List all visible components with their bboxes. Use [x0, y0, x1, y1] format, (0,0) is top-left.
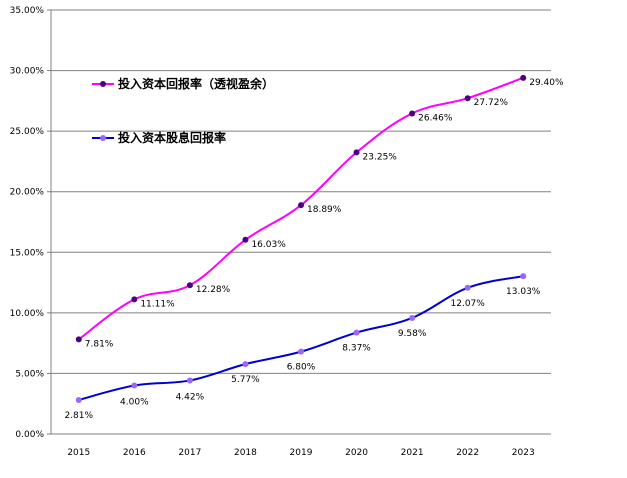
data-point	[131, 382, 138, 389]
data-point	[464, 284, 471, 291]
data-point	[409, 314, 416, 321]
data-point	[242, 236, 249, 243]
x-tick-label: 2019	[290, 448, 313, 458]
data-label: 11.11%	[140, 299, 175, 309]
data-label: 9.58%	[398, 329, 427, 339]
x-tick-label: 2016	[123, 448, 146, 458]
x-tick-label: 2017	[178, 448, 201, 458]
data-point	[353, 149, 360, 156]
data-label: 23.25%	[363, 152, 398, 162]
y-tick-label: 5.00%	[15, 369, 44, 379]
data-label: 26.46%	[418, 113, 453, 123]
data-point	[298, 348, 304, 355]
gridlines	[51, 9, 551, 374]
legend-swatch-marker	[100, 81, 106, 87]
data-point	[131, 296, 138, 303]
y-tick-label: 35.00%	[10, 6, 45, 16]
y-tick-label: 20.00%	[10, 188, 45, 198]
data-label: 5.77%	[231, 375, 260, 385]
x-tick-label: 2023	[512, 448, 535, 458]
legend-label-series-2: 投入资本股息回报率	[118, 130, 226, 145]
y-axis-ticks: 0.00% 5.00% 10.00% 15.00% 20.00% 25.00% 30.00%…	[10, 6, 51, 440]
data-point	[298, 202, 304, 209]
data-point	[186, 282, 193, 289]
legend-swatch-marker	[100, 135, 106, 141]
data-point	[75, 336, 82, 343]
x-tick-label: 2022	[456, 448, 479, 458]
x-tick-label: 2020	[345, 448, 368, 458]
x-tick-label: 2018	[234, 448, 257, 458]
y-tick-label: 30.00%	[10, 67, 45, 77]
x-axis-ticks: 2015 2016 2017 2018 2019 2020 2021 2022 2023	[67, 448, 534, 458]
x-tick-label: 2021	[401, 448, 424, 458]
data-label: 18.89%	[307, 205, 342, 215]
y-tick-label: 15.00%	[10, 248, 45, 258]
data-label: 12.07%	[451, 299, 486, 309]
data-label: 6.80%	[287, 363, 316, 373]
data-label: 7.81%	[85, 339, 114, 349]
data-point	[353, 329, 360, 336]
series-markers	[75, 74, 527, 403]
legend-entry-series-2: 投入资本股息回报率	[92, 130, 226, 145]
legend-entry-series-1: 投入资本回报率（透视盈余）	[92, 76, 274, 91]
data-label: 27.72%	[474, 98, 509, 108]
data-label: 16.03%	[251, 240, 286, 250]
data-point	[520, 74, 527, 81]
data-label: 4.00%	[120, 398, 149, 408]
y-tick-label: 10.00%	[10, 309, 45, 319]
data-label: 13.03%	[506, 287, 541, 297]
data-label: 29.40%	[529, 78, 564, 88]
legend: 投入资本回报率（透视盈余） 投入资本股息回报率	[92, 76, 274, 145]
data-label: 12.28%	[196, 285, 231, 295]
data-point	[409, 110, 416, 117]
data-point	[464, 95, 471, 102]
y-tick-label: 25.00%	[10, 127, 45, 137]
data-labels: 7.81% 11.11% 12.28% 16.03% 18.89% 23.25% 26.46…	[64, 78, 564, 421]
data-point	[520, 273, 527, 280]
data-label: 4.42%	[176, 392, 205, 402]
data-point	[242, 361, 249, 368]
data-label: 2.81%	[64, 411, 93, 421]
data-point	[75, 396, 82, 403]
data-point	[186, 377, 193, 384]
legend-label-series-1: 投入资本回报率（透视盈余）	[118, 76, 274, 91]
data-label: 8.37%	[342, 344, 371, 354]
x-tick-label: 2015	[67, 448, 90, 458]
y-tick-label: 0.00%	[15, 430, 44, 440]
